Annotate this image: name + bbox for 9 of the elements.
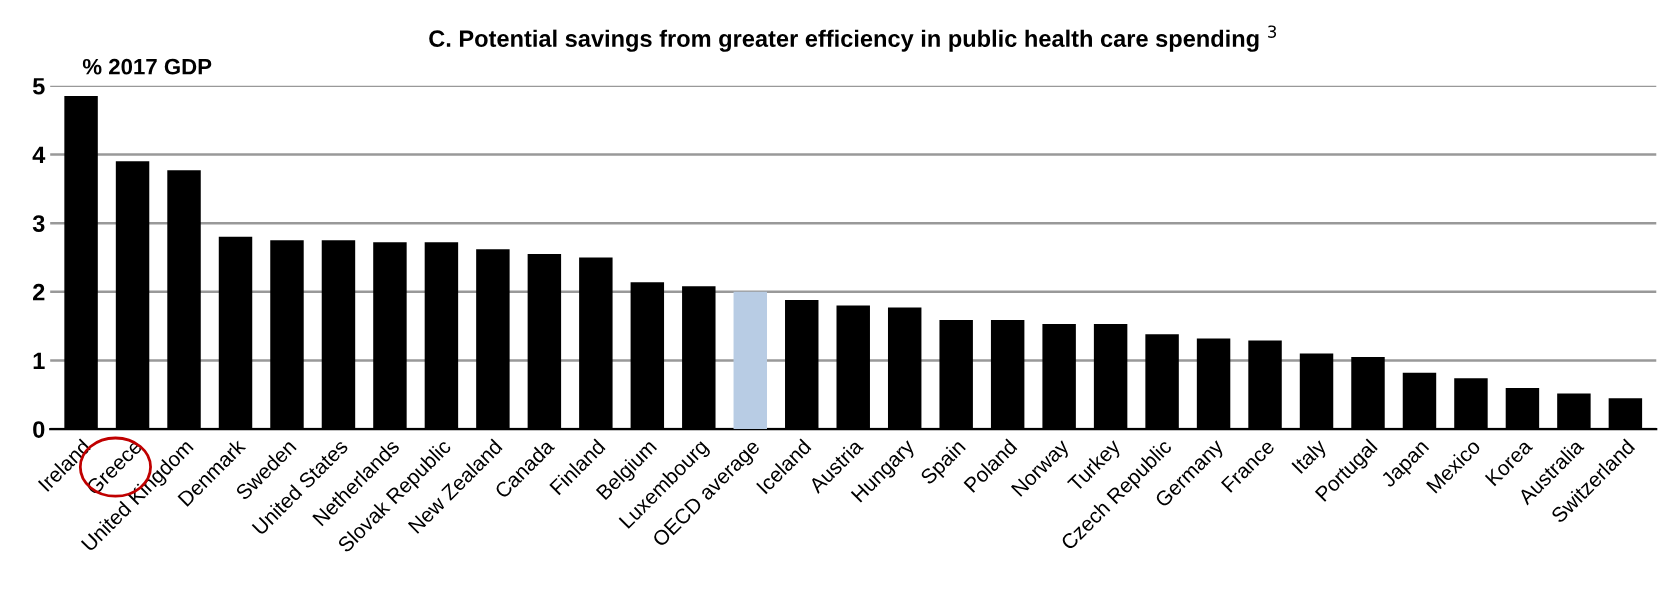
chart-title: C. Potential savings from greater efficiency in public health care spending $^{3}$ <box>429 25 1277 52</box>
y-tick-label: 3 <box>32 215 45 232</box>
y-tick-label: 5 <box>32 78 45 95</box>
y-tick-label: 1 <box>33 352 45 369</box>
y-tick-label: 4 <box>32 146 46 164</box>
y-tick-label: 2 <box>33 283 45 301</box>
y-tick-label: 0 <box>33 421 45 438</box>
bar <box>733 291 768 430</box>
y-axis-title: % 2017 GDP <box>82 58 212 75</box>
